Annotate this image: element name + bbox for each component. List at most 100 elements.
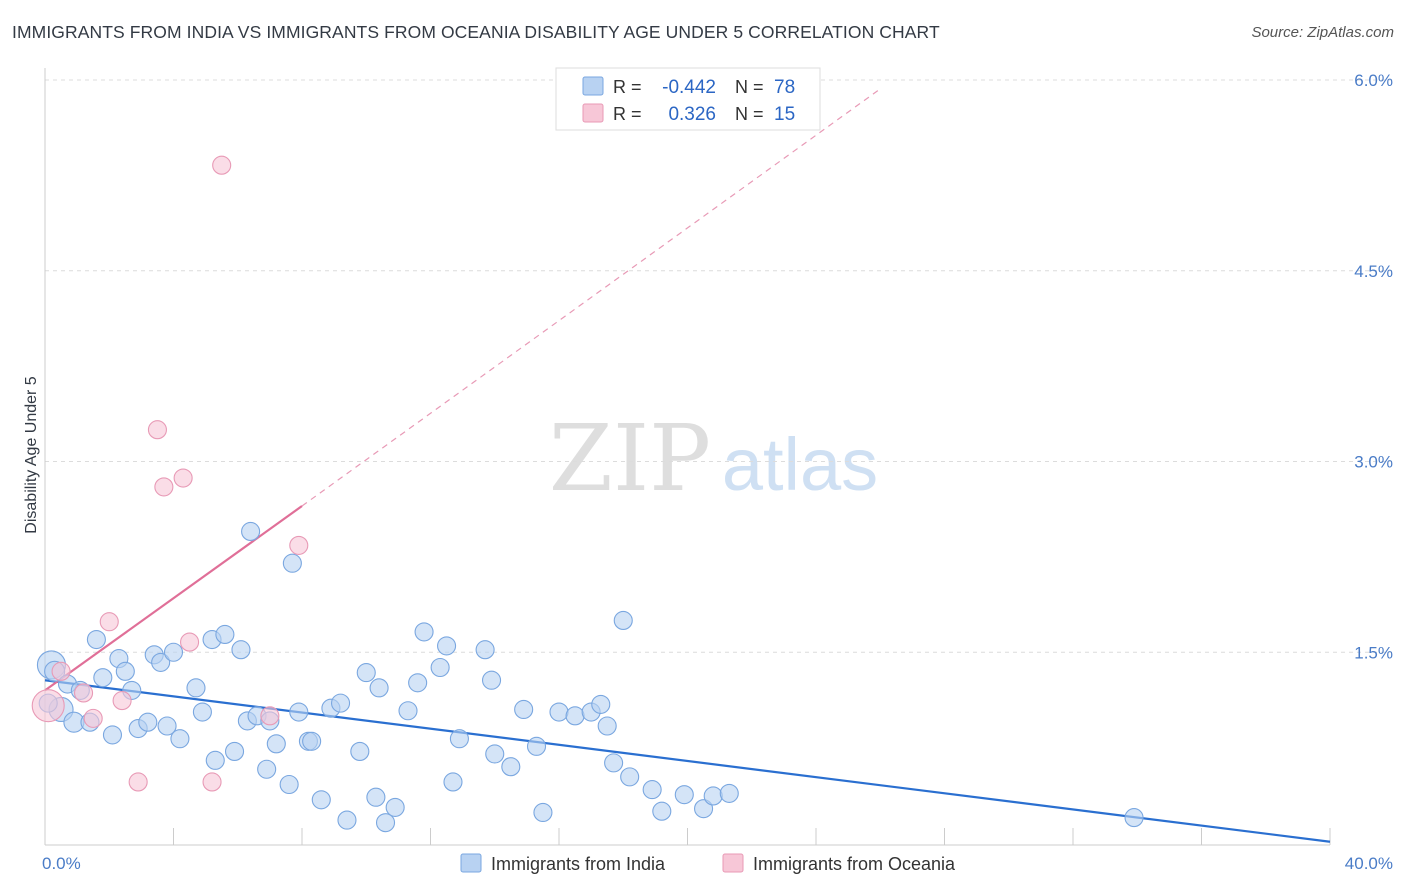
point-s0-11 bbox=[115, 661, 135, 681]
point-s0-14 bbox=[138, 712, 158, 732]
point-s1-5 bbox=[112, 691, 132, 711]
legend-r-value-1: 0.326 bbox=[668, 104, 716, 125]
y-tick-label-0: 1.5% bbox=[1354, 643, 1393, 662]
legend-n-label-0: N = bbox=[735, 77, 764, 97]
point-s0-72 bbox=[674, 785, 694, 805]
point-s0-8 bbox=[93, 668, 113, 688]
point-s0-45 bbox=[369, 678, 389, 698]
point-s0-23 bbox=[205, 750, 225, 770]
trend-line-1 bbox=[44, 505, 303, 692]
point-s0-51 bbox=[430, 657, 450, 678]
point-s0-56 bbox=[481, 670, 502, 690]
point-s0-21 bbox=[192, 702, 212, 722]
point-s0-40 bbox=[330, 693, 351, 713]
point-s0-48 bbox=[398, 701, 418, 721]
legend-n-value-0: 78 bbox=[774, 77, 795, 98]
watermark-atlas: atlas bbox=[722, 423, 878, 506]
point-s0-35 bbox=[289, 702, 309, 722]
y-axis-label: Disability Age Under 5 bbox=[23, 376, 40, 534]
legend-n-value-1: 15 bbox=[774, 104, 795, 125]
point-s1-8 bbox=[154, 477, 174, 497]
point-s0-74 bbox=[703, 786, 723, 806]
point-s1-11 bbox=[202, 772, 222, 792]
legend-swatch-0 bbox=[582, 76, 604, 96]
point-s0-47 bbox=[385, 797, 405, 817]
point-s0-42 bbox=[350, 741, 370, 761]
point-s0-62 bbox=[549, 702, 569, 722]
point-s0-50 bbox=[414, 622, 434, 642]
legend-swatch-1 bbox=[582, 103, 604, 123]
bottom-legend-swatch-1 bbox=[722, 853, 744, 873]
point-s0-38 bbox=[311, 790, 331, 810]
point-s0-43 bbox=[356, 663, 376, 683]
point-s0-63 bbox=[565, 706, 585, 726]
point-s0-67 bbox=[604, 753, 624, 773]
point-s1-4 bbox=[99, 612, 119, 632]
point-s1-13 bbox=[260, 706, 280, 726]
point-s0-76 bbox=[1124, 808, 1144, 828]
legend-r-label-0: R = bbox=[613, 77, 642, 97]
trend-line-extension-1 bbox=[301, 88, 881, 507]
point-s0-66 bbox=[597, 716, 617, 736]
point-s0-57 bbox=[485, 744, 505, 764]
point-s0-7 bbox=[86, 629, 106, 650]
point-s0-75 bbox=[719, 783, 739, 803]
y-tick-label-3: 6.0% bbox=[1354, 71, 1393, 90]
point-s0-37 bbox=[302, 731, 322, 751]
point-s1-6 bbox=[128, 772, 148, 792]
bottom-legend-label-1: Immigrants from Oceania bbox=[753, 854, 956, 874]
point-s0-59 bbox=[514, 699, 534, 720]
point-s0-18 bbox=[163, 642, 184, 662]
point-s0-25 bbox=[224, 741, 245, 761]
y-tick-label-2: 4.5% bbox=[1354, 262, 1393, 281]
x-tick-label-1: 40.0% bbox=[1345, 854, 1393, 873]
point-s0-24 bbox=[215, 624, 235, 644]
x-tick-label-0: 0.0% bbox=[42, 854, 81, 873]
legend-r-value-0: -0.442 bbox=[662, 77, 716, 98]
point-s1-12 bbox=[212, 155, 232, 175]
point-s0-30 bbox=[257, 759, 277, 779]
point-s0-17 bbox=[157, 716, 177, 736]
legend-r-label-1: R = bbox=[613, 104, 642, 124]
point-s1-9 bbox=[173, 468, 193, 488]
point-s1-14 bbox=[289, 535, 309, 555]
point-s0-70 bbox=[642, 780, 662, 800]
point-s0-61 bbox=[533, 802, 553, 823]
point-s0-33 bbox=[279, 774, 299, 795]
point-s0-69 bbox=[620, 767, 640, 787]
point-s0-71 bbox=[652, 801, 672, 821]
point-s0-49 bbox=[408, 673, 428, 693]
point-s0-16 bbox=[151, 652, 171, 672]
point-s1-3 bbox=[83, 708, 103, 728]
point-s0-58 bbox=[501, 757, 521, 777]
watermark-zip: ZIP bbox=[549, 405, 711, 512]
legend: R = -0.442 N = 78 R = 0.326 N = 15 bbox=[555, 67, 821, 131]
point-s0-52 bbox=[437, 636, 457, 656]
point-s0-68 bbox=[613, 610, 633, 631]
point-s0-34 bbox=[282, 553, 302, 573]
point-s0-44 bbox=[366, 787, 386, 807]
data-points bbox=[31, 155, 1144, 833]
watermark: ZIP atlas bbox=[549, 405, 878, 512]
source-label: Source: ZipAtlas.com bbox=[1251, 24, 1394, 41]
legend-n-label-1: N = bbox=[735, 104, 764, 124]
point-s1-10 bbox=[180, 632, 200, 652]
point-s0-73 bbox=[694, 799, 714, 819]
bottom-legend: Immigrants from India Immigrants from Oce… bbox=[460, 853, 956, 874]
bottom-legend-label-0: Immigrants from India bbox=[491, 854, 666, 874]
point-s1-7 bbox=[147, 420, 167, 440]
point-s0-46 bbox=[375, 813, 396, 833]
gridlines bbox=[45, 79, 1392, 653]
tick-labels: 1.5% 3.0% 4.5% 6.0% 0.0% 40.0% bbox=[42, 71, 1393, 873]
y-tick-label-1: 3.0% bbox=[1354, 453, 1393, 472]
point-s0-32 bbox=[266, 734, 286, 754]
point-s0-54 bbox=[449, 729, 469, 749]
point-s0-53 bbox=[443, 772, 463, 792]
point-s0-60 bbox=[526, 736, 547, 756]
point-s0-28 bbox=[241, 521, 261, 541]
bottom-legend-swatch-0 bbox=[460, 853, 482, 873]
point-s0-41 bbox=[337, 810, 357, 830]
point-s1-2 bbox=[74, 683, 94, 703]
point-s0-55 bbox=[475, 640, 495, 660]
